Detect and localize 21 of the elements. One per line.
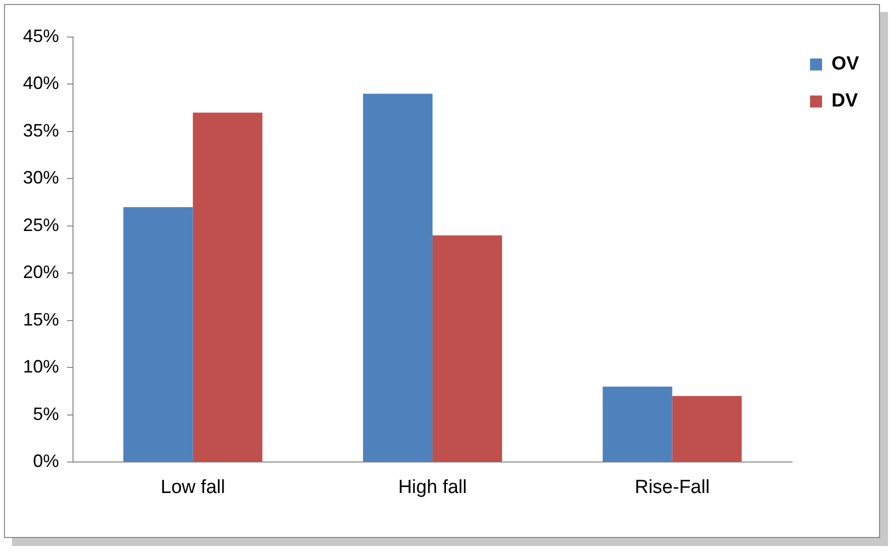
bar xyxy=(363,94,433,462)
y-tick-label: 45% xyxy=(22,26,60,46)
bar xyxy=(672,396,742,462)
x-tick-label: Rise-Fall xyxy=(634,476,710,498)
x-tick-label: Low fall xyxy=(160,476,226,498)
legend-label: DV xyxy=(832,90,858,112)
y-tick-label: 40% xyxy=(22,73,60,94)
x-tick-label: High fall xyxy=(398,476,467,498)
y-tick-label: 25% xyxy=(22,214,60,235)
y-tick-label: 35% xyxy=(22,120,60,140)
y-tick-label: 15% xyxy=(22,309,60,330)
y-tick-label: 30% xyxy=(22,168,60,188)
legend-label: OV xyxy=(832,54,860,75)
y-tick-label: 0% xyxy=(33,451,60,472)
y-tick-label: 10% xyxy=(22,356,60,377)
bar xyxy=(602,386,672,462)
bar xyxy=(192,112,262,462)
y-tick-label: 5% xyxy=(33,404,60,424)
y-tick-label: 20% xyxy=(22,262,60,282)
bar xyxy=(432,235,502,462)
bar xyxy=(123,207,193,462)
